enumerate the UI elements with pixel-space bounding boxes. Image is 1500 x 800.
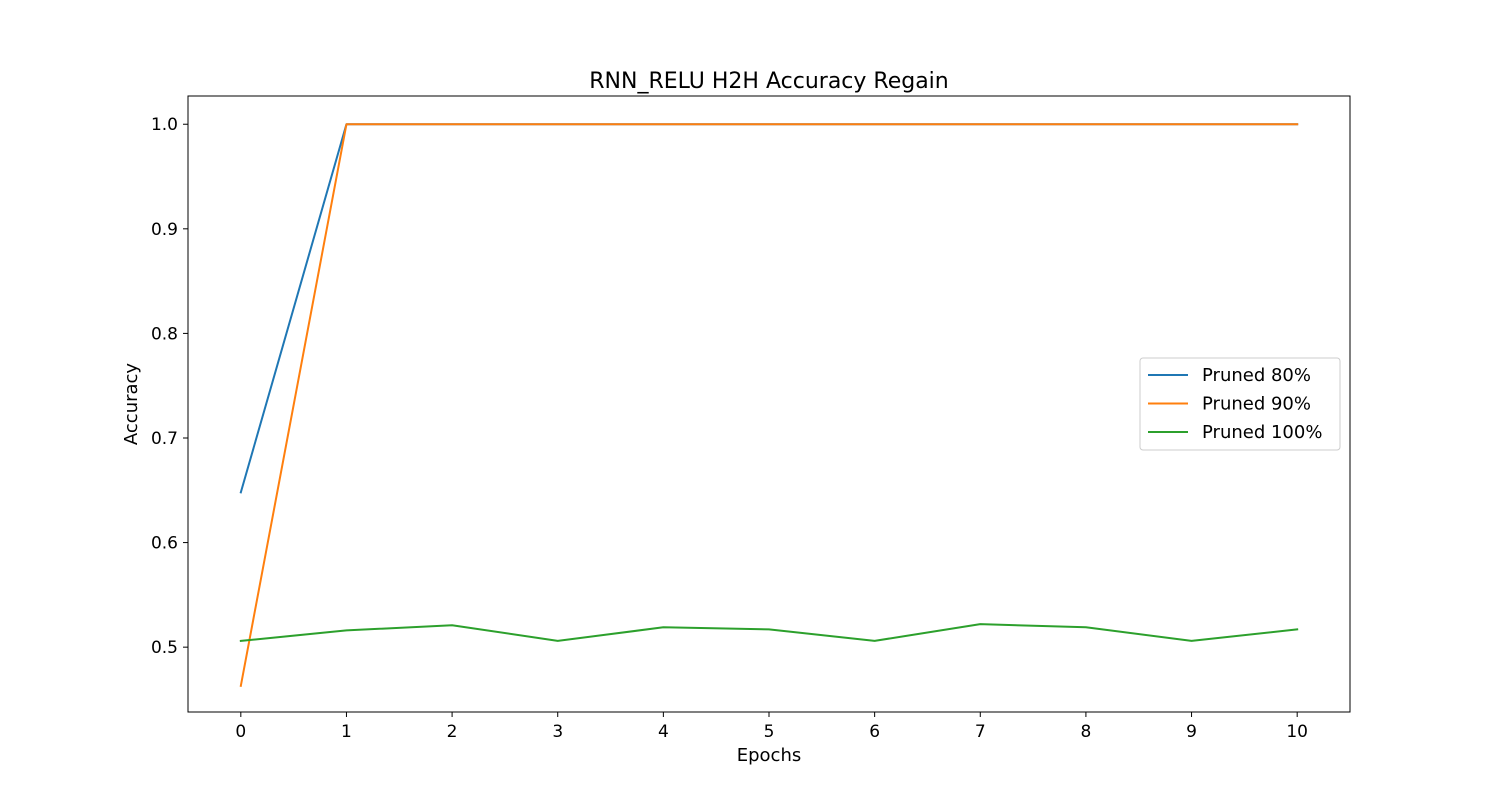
x-tick-label: 4 bbox=[658, 722, 669, 742]
x-tick-label: 1 bbox=[341, 722, 352, 742]
x-tick-label: 3 bbox=[552, 722, 563, 742]
x-tick-label: 10 bbox=[1286, 722, 1308, 742]
x-tick-label: 8 bbox=[1080, 722, 1091, 742]
x-tick-label: 7 bbox=[975, 722, 986, 742]
legend-label: Pruned 80% bbox=[1202, 365, 1311, 386]
x-axis-label: Epochs bbox=[737, 745, 802, 766]
x-axis: 0 1 2 3 4 5 6 7 8 9 10 bbox=[235, 712, 1308, 742]
y-axis-label: Accuracy bbox=[121, 363, 142, 446]
x-tick-label: 0 bbox=[235, 722, 246, 742]
x-tick-label: 5 bbox=[764, 722, 775, 742]
y-tick-label: 0.7 bbox=[151, 429, 178, 449]
y-tick-label: 0.8 bbox=[151, 324, 178, 344]
legend-box bbox=[1139, 357, 1341, 451]
series-layer bbox=[239, 123, 1299, 688]
legend-label: Pruned 90% bbox=[1202, 394, 1311, 415]
y-tick-label: 0.5 bbox=[151, 638, 178, 658]
y-tick-label: 0.9 bbox=[151, 220, 178, 240]
y-axis: 0.5 0.6 0.7 0.8 0.9 1.0 bbox=[151, 115, 188, 658]
series-line-2 bbox=[239, 123, 1299, 688]
y-tick-label: 0.6 bbox=[151, 534, 178, 554]
series-line-3 bbox=[239, 623, 1299, 642]
x-tick-label: 6 bbox=[869, 722, 880, 742]
y-tick-label: 1.0 bbox=[151, 115, 178, 135]
chart-title: RNN_RELU H2H Accuracy Regain bbox=[589, 69, 949, 94]
x-tick-label: 9 bbox=[1186, 722, 1197, 742]
x-tick-label: 2 bbox=[447, 722, 458, 742]
series-line-1 bbox=[239, 123, 1299, 494]
legend-label: Pruned 100% bbox=[1202, 422, 1322, 443]
legend: Pruned 80% Pruned 90% Pruned 100% bbox=[1139, 357, 1341, 451]
